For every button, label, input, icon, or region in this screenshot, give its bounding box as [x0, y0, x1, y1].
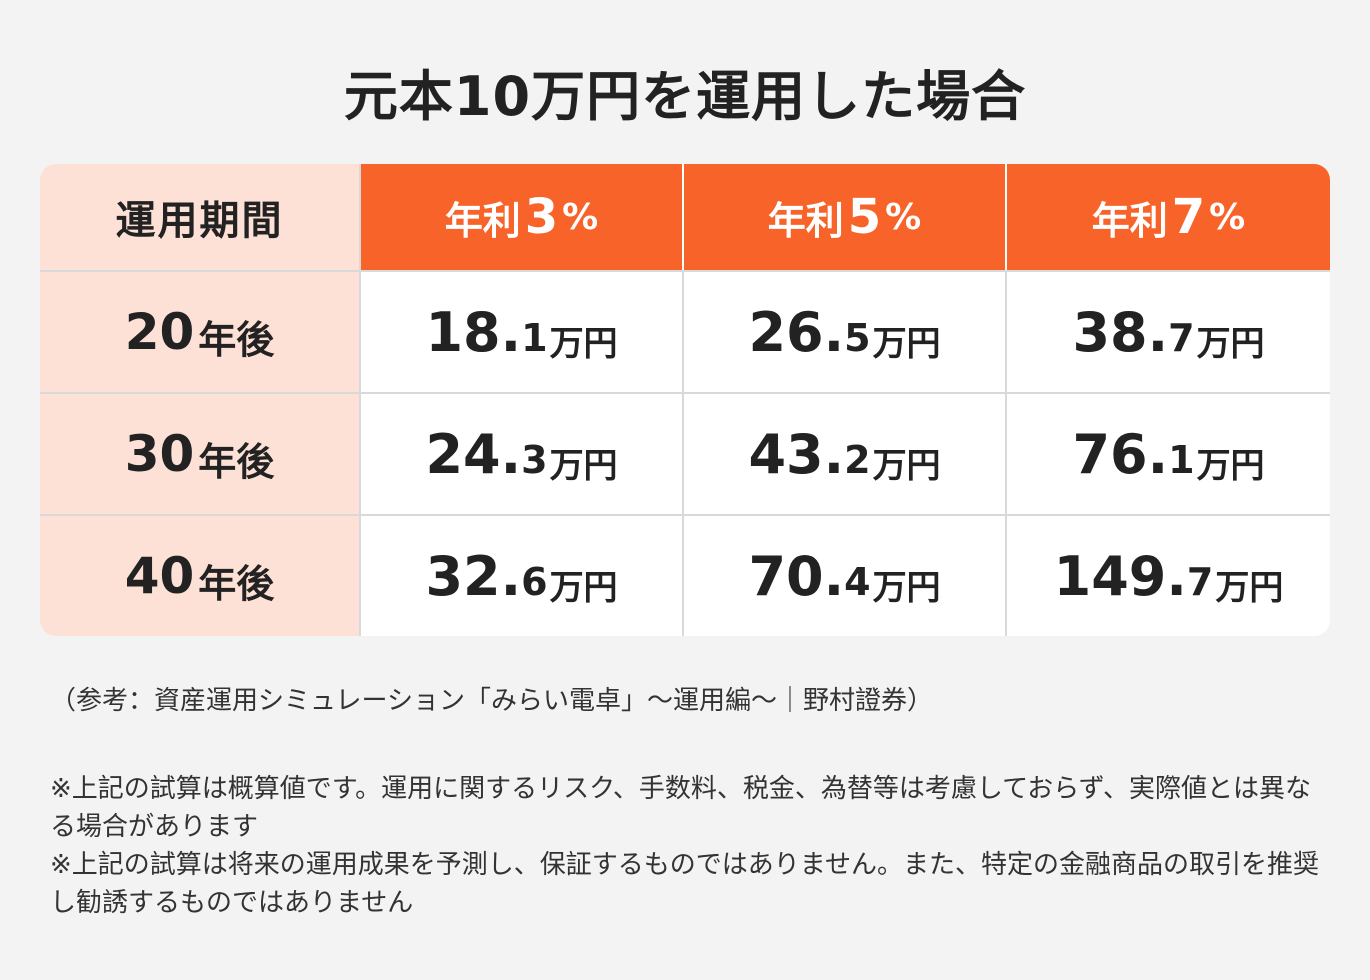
value-cell: 38. 7 万円	[1007, 272, 1330, 392]
period-cell: 20 年後	[40, 272, 361, 392]
value-cell: 149. 7 万円	[1007, 516, 1330, 636]
value-decimal: 3	[521, 438, 548, 482]
rate-prefix: 年利	[767, 198, 844, 243]
value-unit: 万円	[549, 567, 618, 608]
value-cell: 24. 3 万円	[361, 394, 684, 514]
disclaimer-note: ※上記の試算は将来の運用成果を予測し、保証するものではありません。また、特定の金…	[50, 850, 1320, 918]
source-citation: （参考：資産運用シミュレーション「みらい電卓」〜運用編〜｜野村證券）	[50, 686, 933, 716]
value-integer: 24.	[425, 422, 522, 486]
value-cell: 26. 5 万円	[684, 272, 1007, 392]
value-integer: 18.	[425, 300, 522, 364]
value-integer: 149.	[1053, 544, 1187, 608]
page-title: 元本10万円を運用した場合	[343, 65, 1027, 128]
period-number: 20	[124, 303, 195, 361]
returns-table: 運用期間 年利 3% 年利 5% 年利 7% 20 年後 18. 1 万円 26. 5 万円 3…	[40, 164, 1330, 636]
rate-number: 5	[847, 189, 882, 245]
value-cell: 76. 1 万円	[1007, 394, 1330, 514]
period-unit: 年後	[198, 439, 275, 484]
value-unit: 万円	[1215, 567, 1284, 608]
value-decimal: 2	[844, 438, 871, 482]
period-number: 30	[124, 425, 195, 483]
disclaimer-note: ※上記の試算は概算値です。運用に関するリスク、手数料、税金、為替等は考慮しておら…	[50, 774, 1311, 842]
period-header-cell: 運用期間	[40, 164, 361, 270]
value-integer: 26.	[748, 300, 845, 364]
value-unit: 万円	[1196, 323, 1265, 364]
value-decimal: 7	[1186, 560, 1214, 604]
period-cell: 30 年後	[40, 394, 361, 514]
value-integer: 76.	[1072, 422, 1169, 486]
value-decimal: 1	[521, 316, 548, 360]
disclaimer-notes: ※上記の試算は概算値です。運用に関するリスク、手数料、税金、為替等は考慮しておら…	[50, 770, 1330, 922]
period-number: 40	[124, 547, 195, 605]
value-unit: 万円	[549, 323, 618, 364]
value-unit: 万円	[872, 323, 941, 364]
value-cell: 70. 4 万円	[684, 516, 1007, 636]
value-decimal: 1	[1168, 438, 1195, 482]
value-decimal: 6	[521, 560, 548, 604]
value-integer: 38.	[1072, 300, 1169, 364]
value-integer: 43.	[748, 422, 845, 486]
table-header-row: 運用期間 年利 3% 年利 5% 年利 7%	[40, 164, 1330, 270]
value-cell: 43. 2 万円	[684, 394, 1007, 514]
rate-percent: %	[885, 196, 922, 238]
value-integer: 32.	[425, 544, 522, 608]
period-unit: 年後	[198, 317, 275, 362]
rate-header-5: 年利 5%	[684, 164, 1007, 270]
value-cell: 32. 6 万円	[361, 516, 684, 636]
rate-header-7: 年利 7%	[1007, 164, 1330, 270]
rate-percent: %	[562, 196, 599, 238]
table-row-20y: 20 年後 18. 1 万円 26. 5 万円 38. 7 万円	[40, 270, 1330, 392]
period-cell: 40 年後	[40, 516, 361, 636]
period-unit: 年後	[198, 561, 275, 606]
value-decimal: 4	[844, 560, 871, 604]
rate-number: 7	[1171, 189, 1206, 245]
period-header-label: 運用期間	[115, 198, 284, 244]
table-row-30y: 30 年後 24. 3 万円 43. 2 万円 76. 1 万円	[40, 392, 1330, 514]
value-integer: 70.	[748, 544, 845, 608]
rate-header-3: 年利 3%	[361, 164, 684, 270]
value-unit: 万円	[549, 445, 618, 486]
rate-prefix: 年利	[1091, 198, 1168, 243]
rate-percent: %	[1209, 196, 1246, 238]
value-unit: 万円	[1196, 445, 1265, 486]
rate-prefix: 年利	[444, 198, 521, 243]
value-decimal: 5	[844, 316, 871, 360]
table-row-40y: 40 年後 32. 6 万円 70. 4 万円 149. 7 万円	[40, 514, 1330, 636]
rate-number: 3	[524, 189, 559, 245]
value-unit: 万円	[872, 445, 941, 486]
value-cell: 18. 1 万円	[361, 272, 684, 392]
value-unit: 万円	[872, 567, 941, 608]
value-decimal: 7	[1168, 316, 1195, 360]
